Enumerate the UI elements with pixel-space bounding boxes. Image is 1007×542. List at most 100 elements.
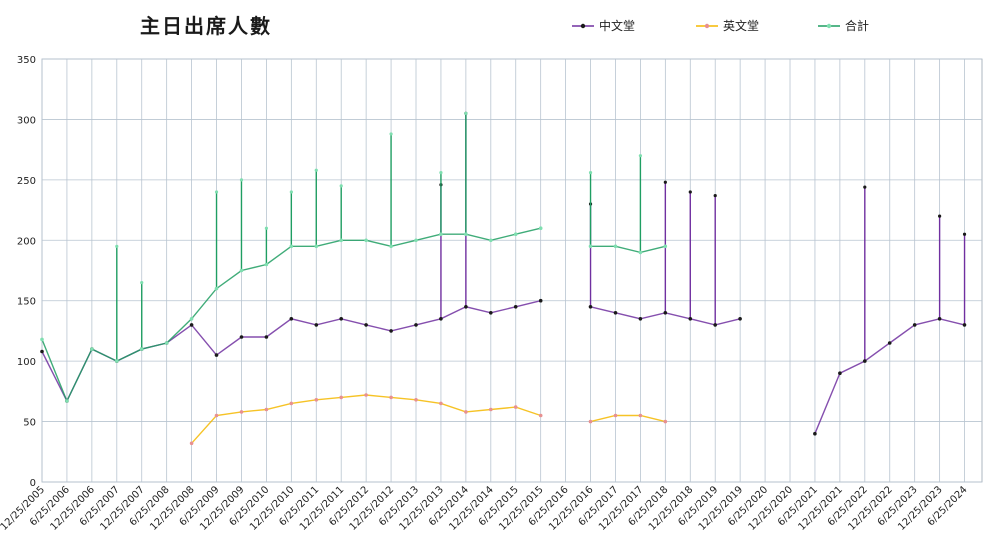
series-point [538, 226, 543, 230]
series-point [40, 349, 44, 354]
legend-marker [826, 23, 832, 29]
y-tick-label: 50 [23, 418, 36, 429]
chart-title: 主日出席人數 [140, 14, 272, 38]
series-point [513, 405, 518, 409]
series-point [613, 413, 618, 418]
series-point [962, 323, 967, 327]
series-point [339, 317, 344, 321]
series-point [314, 323, 319, 327]
series-point [239, 410, 244, 414]
series-point [863, 359, 867, 363]
series-point [439, 317, 443, 321]
series-point [489, 407, 493, 412]
y-tick-label: 300 [17, 115, 36, 126]
series-point [264, 262, 269, 267]
series-point [938, 214, 942, 218]
series-point [339, 184, 343, 188]
series-point [638, 154, 643, 158]
y-tick-label: 200 [17, 236, 36, 247]
plot-frame [41, 58, 983, 483]
series-point [239, 268, 244, 273]
series-point [115, 359, 119, 363]
series-point [863, 185, 867, 189]
series-point [214, 286, 219, 291]
series-point [189, 441, 194, 446]
series-point [638, 250, 643, 255]
series-point [389, 244, 393, 249]
series-point [588, 171, 593, 175]
series-line [590, 245, 666, 254]
series-point [688, 317, 693, 321]
series-point [439, 232, 443, 236]
series-point [289, 401, 294, 406]
series-point [414, 238, 418, 243]
series-point [264, 407, 269, 412]
series-point [40, 337, 44, 342]
y-tick-label: 250 [17, 176, 36, 187]
series-point [214, 190, 219, 194]
legend-marker [580, 23, 586, 29]
series-point [239, 178, 244, 182]
series-line [590, 414, 666, 423]
series-point [738, 317, 742, 321]
series-point [513, 305, 518, 309]
series-point [912, 323, 917, 327]
series-point [489, 311, 493, 315]
y-tick-label: 350 [17, 55, 36, 66]
series-point [813, 431, 817, 436]
series-point [937, 317, 942, 321]
series-point [364, 238, 368, 243]
series-point [439, 401, 443, 406]
legend-label: 合計 [845, 18, 869, 33]
series-point [289, 317, 294, 321]
series-point [838, 371, 842, 376]
series-point [314, 244, 319, 249]
series-point [414, 398, 418, 402]
series-point [688, 190, 692, 194]
series-point [339, 238, 344, 243]
series-point [314, 168, 318, 172]
series-point [264, 335, 269, 339]
series-point [314, 398, 319, 402]
series-point [115, 244, 119, 248]
series-point [139, 347, 144, 351]
series-point [364, 393, 368, 397]
series-point [588, 419, 593, 424]
legend-marker [704, 23, 710, 29]
grid-layer [41, 58, 983, 483]
series-point [663, 311, 668, 315]
series-point [214, 413, 219, 418]
y-tick-label: 100 [17, 357, 36, 368]
series-2 [189, 393, 668, 446]
legend: 中文堂 英文堂 合計 [572, 18, 869, 33]
series-point [663, 180, 667, 184]
series-point [489, 238, 493, 243]
series-point [588, 244, 593, 249]
series-point [663, 244, 668, 249]
series-point [613, 311, 618, 315]
y-tick-label: 0 [30, 478, 36, 489]
series-1 [40, 111, 967, 436]
axis-layer: 05010015020025030035012/25/20056/25/2006… [0, 55, 970, 533]
series-layer [40, 111, 967, 446]
series-point [389, 132, 393, 136]
series-point [962, 232, 967, 236]
series-point [239, 335, 244, 339]
series-point [364, 323, 368, 327]
series-point [389, 395, 393, 400]
series-point [713, 323, 717, 327]
series-point [164, 341, 169, 345]
series-point [339, 395, 344, 400]
series-point [189, 317, 194, 321]
series-point [439, 171, 443, 175]
legend-label: 英文堂 [723, 18, 759, 33]
series-point [214, 353, 219, 357]
series-point [464, 410, 468, 414]
series-point [414, 323, 418, 327]
series-point [464, 111, 468, 115]
series-point [189, 323, 194, 327]
series-point [389, 329, 393, 333]
series-3 [40, 111, 668, 403]
series-point [613, 244, 618, 249]
